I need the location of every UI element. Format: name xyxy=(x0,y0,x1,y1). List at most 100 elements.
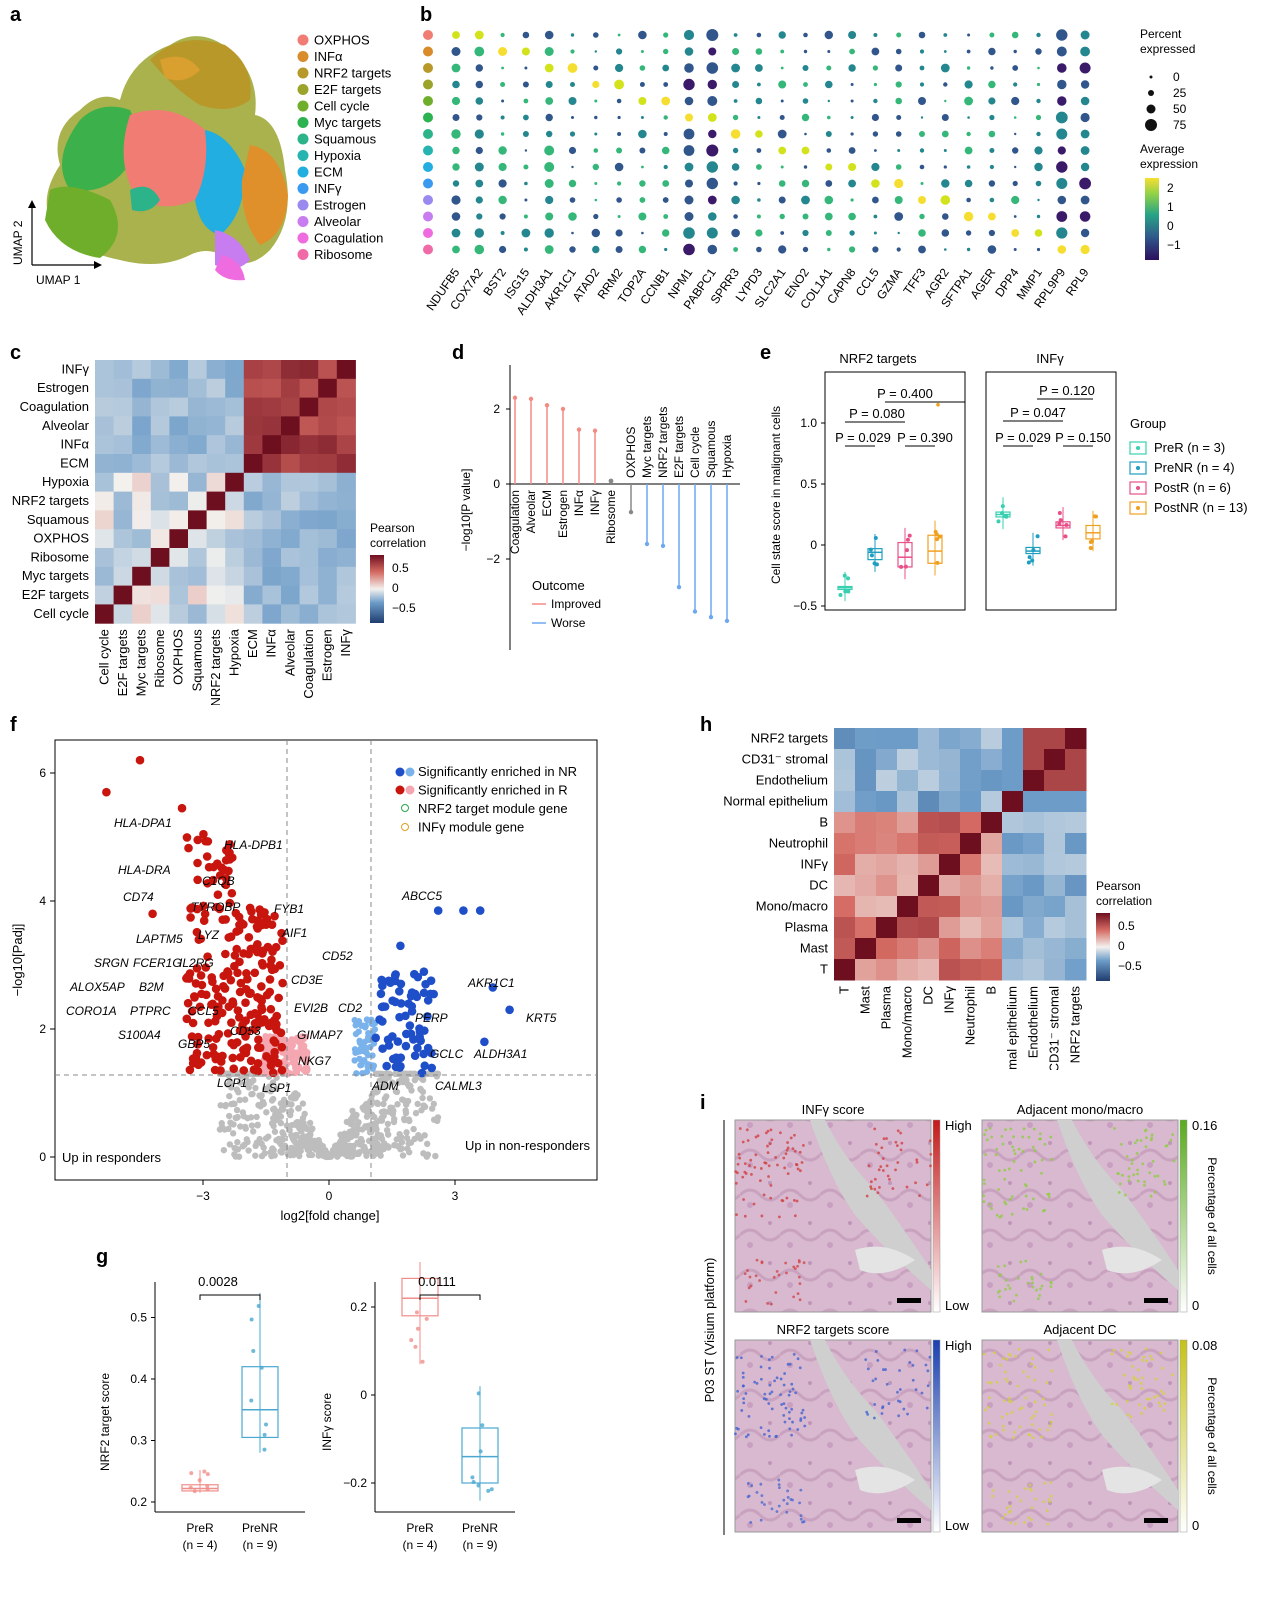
f-point-ns xyxy=(269,1079,277,1086)
f-gene-label-aldh3a1: ALDH3A1 xyxy=(473,1047,527,1061)
dot xyxy=(895,64,903,72)
f-point-r-light xyxy=(288,1046,295,1053)
i-spot xyxy=(784,1261,788,1265)
i-spot xyxy=(775,1510,779,1513)
f-point-r xyxy=(200,909,210,919)
heatmap-cell xyxy=(206,566,226,587)
i-spot xyxy=(777,1215,781,1219)
dot xyxy=(708,129,717,139)
i-spot xyxy=(796,1292,800,1295)
f-point-ns xyxy=(230,1121,237,1128)
panel-letter-e: e xyxy=(760,342,772,364)
heatmap-cell xyxy=(897,875,919,897)
heatmap-cell xyxy=(281,360,301,380)
dot xyxy=(802,98,809,104)
dot xyxy=(919,131,925,137)
f-point-r xyxy=(245,903,255,913)
i-spot xyxy=(1135,1152,1139,1155)
dot xyxy=(1056,211,1068,222)
g-plot1-ytick-2: 0.3 xyxy=(130,1434,147,1448)
f-point-r xyxy=(265,975,275,984)
i-spot xyxy=(866,1367,870,1371)
i-spot xyxy=(1021,1150,1025,1153)
dot xyxy=(638,30,647,40)
heatmap-cell xyxy=(1065,833,1087,855)
col-label-12: Estrogen xyxy=(320,629,335,681)
heatmap-cell xyxy=(243,454,263,474)
i-spot xyxy=(1117,1191,1121,1194)
dot xyxy=(780,66,784,70)
dot xyxy=(684,47,694,56)
i-spot xyxy=(766,1129,770,1133)
i-spot xyxy=(793,1267,797,1271)
f-point-ns xyxy=(288,1121,296,1129)
row-swatch-10 xyxy=(423,195,433,205)
f-point-ns xyxy=(225,1081,232,1088)
f-point-r xyxy=(207,1000,216,1009)
heatmap-cell xyxy=(1065,938,1087,960)
i-spot xyxy=(1021,1135,1025,1139)
f-point-r xyxy=(277,1065,287,1075)
f-point-r xyxy=(270,1047,279,1057)
e-yticks: 1.00.50−0.5 xyxy=(793,416,825,613)
f-point-r xyxy=(192,964,202,973)
dot xyxy=(941,229,950,237)
i-spot xyxy=(1156,1174,1160,1178)
f-point-r xyxy=(275,961,285,970)
f-point-r xyxy=(221,846,231,855)
dot xyxy=(499,245,507,254)
dot xyxy=(616,197,622,203)
g-plot2-ytick-0: 0.2 xyxy=(350,1300,367,1314)
i-spot xyxy=(911,1378,915,1382)
heatmap-cell xyxy=(336,491,356,511)
row-swatch-2 xyxy=(423,63,433,73)
i-spot xyxy=(760,1214,764,1218)
f-point-r xyxy=(257,982,266,991)
heatmap-cell xyxy=(1065,791,1087,813)
heatmap-cell xyxy=(262,416,282,436)
g-point xyxy=(424,1316,429,1321)
f-point-nr-light xyxy=(370,1062,378,1069)
f-point-nr xyxy=(401,1041,411,1051)
heatmap-cell xyxy=(876,812,898,834)
dot xyxy=(1034,229,1043,237)
f-point-ns xyxy=(318,1146,326,1154)
i-spot xyxy=(987,1421,991,1425)
i-spot xyxy=(759,1482,763,1486)
e-facet1-pvalue-3: P = 0.390 xyxy=(897,430,953,445)
heatmap-cell xyxy=(336,604,356,624)
i-spot xyxy=(790,1382,794,1386)
heatmap-cell xyxy=(150,585,170,605)
dot xyxy=(474,228,484,238)
dot xyxy=(544,30,554,40)
f-point-ns xyxy=(218,1123,226,1130)
heatmap-cell xyxy=(225,566,245,587)
dot xyxy=(1037,66,1040,70)
dot xyxy=(825,80,833,89)
legend-dot-4 xyxy=(297,100,309,112)
i-spot xyxy=(1009,1197,1012,1201)
f-point-r xyxy=(226,975,236,985)
e-ylabel: Cell state score in malignant cells xyxy=(769,406,783,584)
g-plot2-xlabel-0: PreR xyxy=(406,1521,434,1535)
dot xyxy=(661,146,670,155)
heatmap-cell xyxy=(960,959,982,981)
heatmap-cell xyxy=(113,604,133,624)
dot xyxy=(544,179,554,188)
i-spot xyxy=(795,1199,799,1203)
dot xyxy=(570,49,575,54)
f-point-ns xyxy=(343,1118,351,1126)
f-point-nr-light xyxy=(356,1055,363,1062)
i-spot xyxy=(782,1402,786,1406)
f-point-r xyxy=(182,833,192,842)
f-gene-label-cd2: CD2 xyxy=(338,1001,362,1015)
f-legend-nr-light xyxy=(405,767,415,777)
dot xyxy=(1011,195,1020,205)
dot xyxy=(848,147,856,154)
f-point-r xyxy=(184,843,193,853)
dot xyxy=(615,229,623,237)
f-point-nr xyxy=(388,996,397,1005)
heatmap-cell xyxy=(281,378,301,399)
dot xyxy=(593,32,599,38)
i-spot xyxy=(1123,1193,1127,1197)
